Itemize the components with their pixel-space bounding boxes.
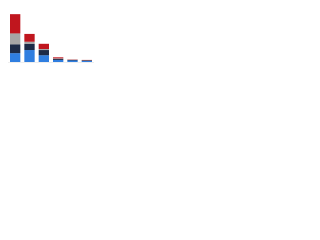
bar-segment bbox=[67, 60, 78, 62]
bar-segment bbox=[24, 43, 35, 51]
bar-segment bbox=[81, 60, 92, 61]
bar-segment bbox=[53, 58, 64, 59]
bar-segment bbox=[24, 41, 35, 44]
bar-segment bbox=[67, 59, 78, 61]
bar-segment bbox=[10, 33, 21, 45]
bar-segment bbox=[81, 60, 92, 62]
bar-segment bbox=[53, 58, 64, 60]
bar-segment bbox=[38, 43, 49, 49]
chart bbox=[8, 14, 94, 63]
bar-segment bbox=[53, 57, 64, 59]
bar-segment bbox=[10, 14, 21, 34]
bar-segment bbox=[24, 50, 35, 62]
bar-segment bbox=[24, 33, 35, 42]
bar-segment bbox=[38, 49, 49, 51]
bar-segment bbox=[53, 59, 64, 62]
bar-segment bbox=[38, 55, 49, 62]
bar-segment bbox=[38, 50, 49, 56]
bar-segment bbox=[10, 53, 21, 62]
bar-segment bbox=[10, 44, 21, 54]
